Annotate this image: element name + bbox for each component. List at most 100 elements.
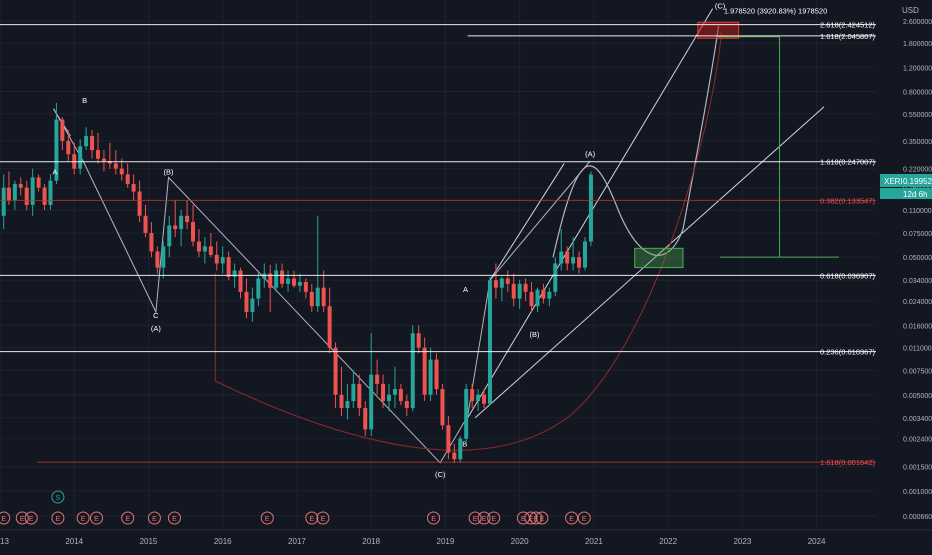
- earnings-marker-circle: [76, 511, 90, 525]
- earnings-marker[interactable]: E: [468, 511, 482, 525]
- candle-body: [422, 347, 427, 395]
- time-tick-label: 2018: [362, 537, 380, 546]
- candle-body: [24, 187, 29, 205]
- earnings-marker[interactable]: E: [15, 511, 29, 525]
- earnings-marker-circle: [90, 511, 104, 525]
- candle-body: [517, 283, 522, 299]
- candle-body: [387, 394, 392, 402]
- price-axis[interactable]: 2.600000 1.800000 1.200000 0.800000 0.550000…: [903, 19, 932, 521]
- channel-lower-line: [474, 106, 825, 419]
- earnings-marker-circle: [524, 511, 538, 525]
- earnings-marker[interactable]: E: [565, 511, 579, 525]
- earnings-marker[interactable]: E: [427, 511, 441, 525]
- earnings-marker[interactable]: E: [167, 511, 181, 525]
- candle-body: [440, 389, 445, 426]
- earnings-marker[interactable]: E: [487, 511, 501, 525]
- earnings-marker[interactable]: E: [76, 511, 90, 525]
- candle-body: [339, 394, 344, 409]
- candle-body: [547, 291, 552, 299]
- earnings-marker[interactable]: E: [535, 511, 549, 525]
- earnings-marker-label: E: [94, 516, 99, 523]
- fib-label: 2.618(2.424512): [820, 21, 876, 30]
- candle-body: [95, 150, 100, 159]
- price-tick-label: 0.800000: [903, 90, 932, 97]
- time-tick-label: 2013: [0, 537, 9, 546]
- candle-body: [161, 246, 166, 268]
- earnings-marker-circle: [516, 511, 530, 525]
- earnings-marker-circle: [305, 511, 319, 525]
- earnings-marker[interactable]: E: [316, 511, 330, 525]
- time-tick-label: 2023: [733, 537, 751, 546]
- candle-body: [511, 283, 516, 299]
- wave-label: C: [153, 311, 159, 320]
- earnings-marker[interactable]: E: [147, 511, 161, 525]
- price-tick-label: 0.110000: [903, 208, 932, 215]
- earnings-marker-label: E: [125, 516, 130, 523]
- time-tick-label: 2019: [437, 537, 455, 546]
- candle-body: [1, 187, 6, 216]
- time-tick-label: 2014: [65, 537, 83, 546]
- earnings-marker-circle: [529, 511, 543, 525]
- wave-label: B: [82, 96, 87, 105]
- split-marker-label: S: [56, 495, 61, 502]
- candle-body: [303, 282, 308, 292]
- candle-body: [309, 291, 314, 307]
- candle-body: [392, 389, 397, 395]
- earnings-marker-label: E: [582, 516, 587, 523]
- candle-body: [351, 383, 356, 402]
- price-tick-label: 0.011000: [903, 346, 932, 353]
- candle-body: [191, 222, 196, 242]
- earnings-marker[interactable]: E: [0, 511, 11, 525]
- earnings-marker[interactable]: E: [24, 511, 38, 525]
- candle-body: [559, 251, 564, 264]
- candle-body: [12, 184, 17, 201]
- earnings-marker[interactable]: E: [305, 511, 319, 525]
- time-axis[interactable]: 2013 2014 2015 2016 2017 2018 2019 2020 2021 2022…: [0, 529, 932, 546]
- wave-label: (C): [435, 470, 446, 479]
- earnings-marker-label: E: [540, 516, 545, 523]
- earnings-marker-label: E: [473, 516, 478, 523]
- fib-lines-layer: 2.618(2.424512) 1.618(2.045807) 1.618(0.24…: [0, 21, 876, 467]
- earnings-marker[interactable]: E: [121, 511, 135, 525]
- candle-body: [54, 119, 59, 181]
- events-layer[interactable]: E E E E E E E E E E E E E E E E E E E E E ES: [0, 490, 591, 525]
- earnings-marker-label: E: [569, 516, 574, 523]
- earnings-marker[interactable]: E: [516, 511, 530, 525]
- candle-body: [470, 389, 475, 402]
- candle-body: [434, 359, 439, 390]
- candle-body: [6, 187, 11, 201]
- candle-body: [535, 289, 540, 307]
- candle-body: [541, 289, 546, 299]
- candle-body: [291, 278, 296, 286]
- price-tick-label: 2.600000: [903, 19, 932, 26]
- wave-label: A: [52, 167, 57, 176]
- earnings-marker[interactable]: E: [51, 511, 65, 525]
- price-tick-label: 0.034000: [903, 278, 932, 285]
- earnings-marker[interactable]: E: [577, 511, 591, 525]
- time-tick-label: 2022: [659, 537, 677, 546]
- candle-body: [274, 270, 279, 288]
- target-sell-zone: [697, 21, 740, 39]
- price-tick-label: 0.005000: [903, 393, 932, 400]
- earnings-marker[interactable]: E: [524, 511, 538, 525]
- candle-body: [155, 251, 160, 268]
- candle-body: [214, 254, 219, 264]
- earnings-marker[interactable]: E: [90, 511, 104, 525]
- time-tick-label: 2020: [511, 537, 529, 546]
- candle-body: [458, 438, 463, 460]
- earnings-marker-circle: [577, 511, 591, 525]
- candle-body: [238, 270, 243, 292]
- candle-body: [84, 135, 89, 147]
- target-buy-zone: [634, 247, 684, 269]
- measure-label: 1.978520 (3920.83%) 1978520: [724, 7, 827, 16]
- candle-body: [18, 184, 23, 188]
- fib-label: 1.618(2.045807): [820, 32, 876, 41]
- earnings-marker[interactable]: E: [260, 511, 274, 525]
- split-marker[interactable]: S: [51, 490, 65, 504]
- split-marker-circle: [51, 490, 65, 504]
- elliott-wave-path: [53, 108, 591, 464]
- earnings-marker[interactable]: E: [477, 511, 491, 525]
- candle-body: [493, 280, 498, 288]
